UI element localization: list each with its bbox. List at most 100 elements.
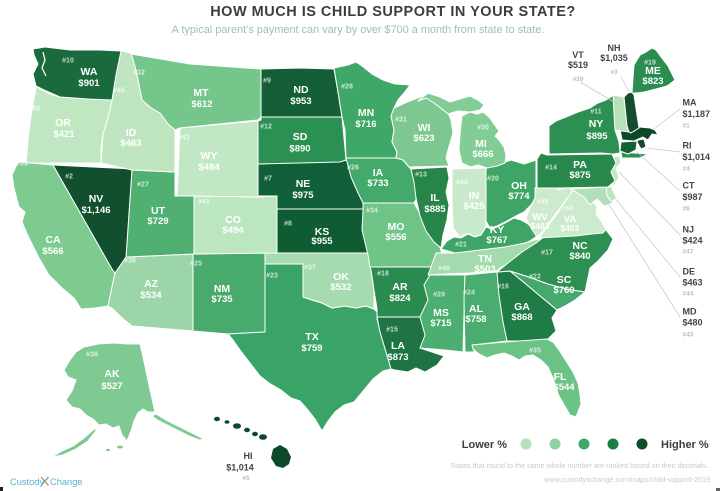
svg-text:#31: #31 (395, 117, 407, 124)
svg-text:$955: $955 (311, 236, 333, 247)
svg-text:$729: $729 (147, 216, 168, 227)
svg-text:OR: OR (55, 117, 71, 129)
svg-text:#50: #50 (563, 206, 574, 213)
svg-text:KY: KY (490, 224, 505, 236)
svg-text:$767: $767 (486, 235, 507, 246)
svg-text:AL: AL (469, 303, 484, 315)
svg-text:$424: $424 (683, 236, 703, 246)
svg-text:#13: #13 (415, 172, 427, 179)
svg-text:WY: WY (201, 150, 218, 162)
svg-text:#20: #20 (487, 176, 499, 183)
svg-text:$403: $403 (531, 221, 550, 231)
svg-text:#22: #22 (529, 274, 541, 281)
svg-text:$566: $566 (42, 246, 63, 257)
svg-text:$484: $484 (198, 162, 220, 173)
svg-text:ID: ID (126, 127, 137, 139)
svg-text:#3: #3 (610, 69, 618, 76)
svg-text:$421: $421 (53, 129, 75, 140)
svg-text:#29: #29 (433, 292, 445, 299)
svg-text:#24: #24 (463, 290, 475, 297)
svg-text:States that round to the same: States that round to the same whole numb… (450, 461, 708, 470)
svg-text:IN: IN (469, 190, 480, 202)
svg-text:#43: #43 (683, 332, 694, 339)
svg-text:#17: #17 (541, 250, 553, 257)
svg-text:#18: #18 (377, 271, 389, 278)
svg-text:$875: $875 (569, 170, 591, 181)
svg-text:$612: $612 (191, 99, 212, 110)
svg-text:$556: $556 (385, 232, 406, 243)
svg-text:#7: #7 (264, 176, 272, 183)
svg-text:Higher %: Higher % (661, 439, 709, 451)
svg-text:#6: #6 (683, 206, 691, 213)
svg-text:MA: MA (683, 98, 697, 108)
svg-text:#23: #23 (266, 273, 278, 280)
svg-text:#16: #16 (497, 284, 509, 291)
svg-text:$758: $758 (465, 314, 486, 325)
svg-text:$623: $623 (413, 133, 434, 144)
svg-text:#1: #1 (683, 123, 691, 130)
svg-text:$463: $463 (120, 138, 141, 149)
svg-text:PA: PA (573, 159, 587, 171)
svg-text:VT: VT (572, 50, 584, 60)
svg-text:NH: NH (608, 43, 621, 53)
svg-text:CT: CT (683, 181, 695, 191)
svg-text:$975: $975 (292, 190, 314, 201)
svg-text:#21: #21 (455, 242, 467, 249)
svg-text:UT: UT (151, 205, 166, 217)
svg-text:VA: VA (564, 214, 577, 225)
svg-text:#32: #32 (133, 70, 145, 77)
svg-text:$953: $953 (290, 96, 311, 107)
svg-text:CA: CA (45, 234, 61, 246)
svg-text:$774: $774 (508, 191, 530, 202)
svg-text:#5: #5 (242, 475, 250, 482)
svg-text:MI: MI (475, 138, 487, 150)
svg-text:#14: #14 (545, 165, 557, 172)
svg-text:NY: NY (589, 118, 604, 130)
svg-text:$1,187: $1,187 (683, 109, 711, 119)
svg-text:GA: GA (514, 301, 530, 313)
svg-text:#28: #28 (341, 84, 353, 91)
svg-text:$544: $544 (553, 382, 575, 393)
svg-text:#19: #19 (644, 60, 656, 67)
svg-text:$715: $715 (430, 318, 452, 329)
svg-text:SD: SD (293, 131, 308, 143)
svg-text:$666: $666 (472, 149, 493, 160)
svg-text:$503: $503 (474, 264, 495, 275)
svg-text:$735: $735 (211, 294, 233, 305)
svg-text:$534: $534 (140, 290, 162, 301)
svg-text:$823: $823 (642, 76, 663, 87)
svg-text:NC: NC (572, 240, 588, 252)
svg-text:#12: #12 (260, 124, 272, 131)
svg-text:MN: MN (358, 107, 374, 119)
svg-text:TN: TN (478, 253, 492, 265)
svg-text:#40: #40 (438, 266, 450, 273)
svg-text:AK: AK (104, 368, 120, 380)
svg-text:$1,014: $1,014 (683, 152, 711, 162)
svg-text:#49: #49 (538, 199, 549, 206)
svg-text:NM: NM (214, 283, 231, 295)
svg-text:$1,146: $1,146 (81, 205, 110, 216)
svg-text:#10: #10 (62, 58, 74, 65)
svg-text:Change: Change (50, 477, 83, 487)
svg-text:ME: ME (645, 65, 661, 77)
svg-text:$873: $873 (387, 352, 408, 363)
svg-text:SC: SC (557, 274, 572, 286)
svg-text:#9: #9 (263, 78, 271, 85)
svg-text:$760: $760 (553, 285, 574, 296)
svg-text:MO: MO (388, 221, 405, 233)
svg-text:OK: OK (333, 271, 349, 283)
svg-text:$840: $840 (569, 251, 590, 262)
svg-text:AR: AR (392, 281, 408, 293)
svg-text:#26: #26 (347, 165, 359, 172)
svg-text:#47: #47 (683, 249, 694, 256)
svg-text:$895: $895 (586, 131, 608, 142)
svg-text:$890: $890 (289, 144, 310, 155)
svg-text:#4: #4 (683, 166, 691, 173)
svg-text:NJ: NJ (683, 225, 695, 235)
svg-text:$824: $824 (389, 293, 411, 304)
svg-text:WI: WI (418, 122, 431, 134)
svg-text:#38: #38 (86, 352, 98, 359)
svg-text:$532: $532 (330, 282, 351, 293)
svg-text:#8: #8 (284, 221, 292, 228)
svg-text:#41: #41 (198, 199, 210, 206)
